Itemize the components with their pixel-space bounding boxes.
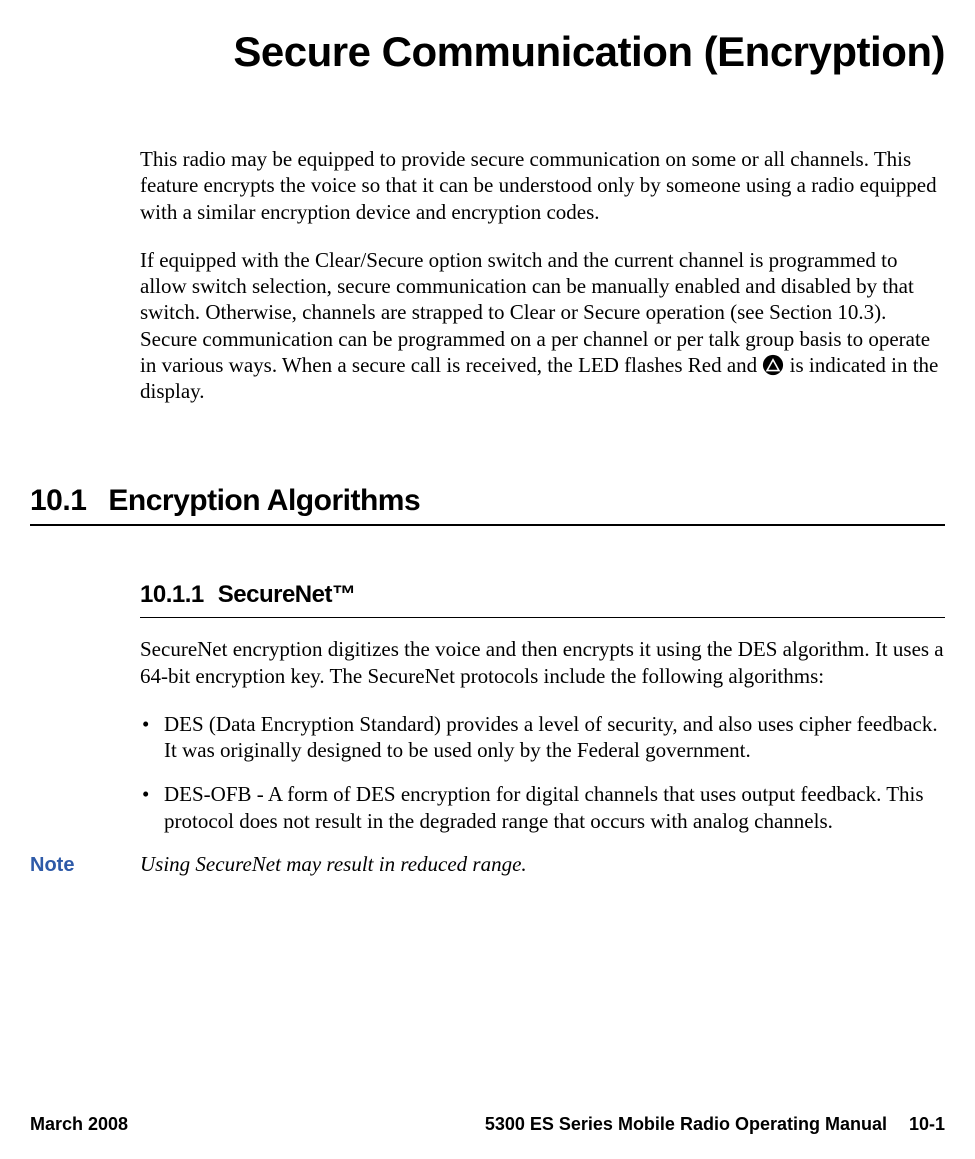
page: Secure Communication (Encryption) This r… <box>0 28 975 1159</box>
intro-paragraph-1: This radio may be equipped to provide se… <box>140 146 945 225</box>
subsection-title: SecureNet™ <box>218 581 356 608</box>
bullet-list: DES (Data Encryption Standard) provides … <box>140 711 945 834</box>
list-item: DES-OFB - A form of DES encryption for d… <box>140 781 945 834</box>
subsection-number: 10.1.1 <box>140 581 204 608</box>
intro-block: This radio may be equipped to provide se… <box>140 146 945 404</box>
footer-manual-title: 5300 ES Series Mobile Radio Operating Ma… <box>485 1114 887 1135</box>
footer-page-number: 10-1 <box>909 1114 945 1135</box>
footer-date: March 2008 <box>30 1114 128 1135</box>
page-footer: March 2008 5300 ES Series Mobile Radio O… <box>30 1114 945 1135</box>
note-text: Using SecureNet may result in reduced ra… <box>140 852 527 877</box>
footer-right: 5300 ES Series Mobile Radio Operating Ma… <box>485 1114 945 1135</box>
note-label: Note <box>30 854 140 877</box>
secure-triangle-icon <box>762 354 784 376</box>
subsection-body: SecureNet encryption digitizes the voice… <box>140 636 945 834</box>
list-item: DES (Data Encryption Standard) provides … <box>140 711 945 764</box>
section-heading: 10.1 Encryption Algorithms <box>30 484 945 526</box>
section-title: Encryption Algorithms <box>108 484 420 517</box>
chapter-title: Secure Communication (Encryption) <box>30 28 945 76</box>
note-row: Note Using SecureNet may result in reduc… <box>30 852 945 877</box>
subsection-intro: SecureNet encryption digitizes the voice… <box>140 636 945 689</box>
section-number: 10.1 <box>30 484 86 517</box>
subsection-heading: 10.1.1 SecureNet™ <box>140 581 945 618</box>
intro-paragraph-2: If equipped with the Clear/Secure option… <box>140 247 945 405</box>
